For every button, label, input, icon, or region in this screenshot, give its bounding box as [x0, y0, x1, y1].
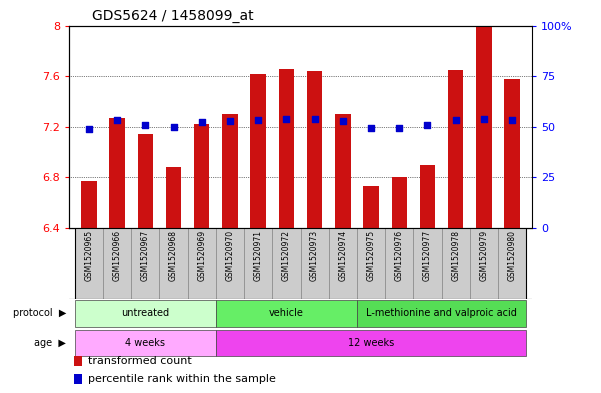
Bar — [363, 186, 379, 228]
Text: GSM1520970: GSM1520970 — [225, 230, 234, 281]
Point — [225, 118, 235, 124]
Text: GSM1520978: GSM1520978 — [451, 230, 460, 281]
Bar — [75, 300, 216, 327]
Bar — [279, 68, 294, 228]
Bar — [81, 181, 97, 228]
Bar — [476, 26, 492, 228]
Bar — [307, 71, 322, 228]
Bar — [391, 177, 407, 228]
Bar — [74, 356, 82, 366]
Point — [366, 125, 376, 131]
Point — [254, 117, 263, 123]
Text: percentile rank within the sample: percentile rank within the sample — [88, 374, 275, 384]
Bar — [357, 228, 385, 299]
Point — [451, 117, 460, 123]
Text: GSM1520968: GSM1520968 — [169, 230, 178, 281]
Text: L-methionine and valproic acid: L-methionine and valproic acid — [366, 309, 517, 318]
Point — [141, 122, 150, 129]
Bar — [329, 228, 357, 299]
Bar — [131, 228, 159, 299]
Point — [84, 126, 94, 132]
Text: transformed count: transformed count — [88, 356, 191, 366]
Bar — [335, 114, 350, 228]
Bar — [194, 124, 210, 228]
Bar — [103, 228, 131, 299]
Point — [479, 116, 489, 122]
Bar — [75, 228, 103, 299]
Bar — [498, 228, 526, 299]
Point — [423, 122, 432, 129]
Bar — [448, 70, 463, 228]
Point — [310, 116, 319, 122]
Text: age  ▶: age ▶ — [34, 338, 66, 348]
Text: 12 weeks: 12 weeks — [348, 338, 394, 348]
Bar — [138, 134, 153, 228]
Text: GSM1520977: GSM1520977 — [423, 230, 432, 281]
Point — [394, 125, 404, 131]
Text: GSM1520969: GSM1520969 — [197, 230, 206, 281]
Point — [112, 117, 122, 123]
Text: GSM1520974: GSM1520974 — [338, 230, 347, 281]
Bar — [75, 330, 216, 356]
Text: GSM1520965: GSM1520965 — [84, 230, 93, 281]
Text: vehicle: vehicle — [269, 309, 304, 318]
Bar — [419, 165, 435, 228]
Point — [338, 118, 347, 124]
Text: protocol  ▶: protocol ▶ — [13, 309, 66, 318]
Bar — [251, 73, 266, 228]
Text: GSM1520980: GSM1520980 — [508, 230, 517, 281]
Bar — [109, 118, 125, 228]
Text: GSM1520975: GSM1520975 — [367, 230, 376, 281]
Bar — [74, 374, 82, 384]
Bar — [442, 228, 470, 299]
Text: 4 weeks: 4 weeks — [125, 338, 165, 348]
Text: GDS5624 / 1458099_at: GDS5624 / 1458099_at — [93, 9, 254, 23]
Text: GSM1520967: GSM1520967 — [141, 230, 150, 281]
Bar — [166, 167, 182, 228]
Text: GSM1520973: GSM1520973 — [310, 230, 319, 281]
Point — [282, 116, 291, 122]
Bar — [216, 300, 357, 327]
Point — [507, 117, 517, 123]
Text: GSM1520971: GSM1520971 — [254, 230, 263, 281]
Point — [169, 124, 178, 130]
Bar — [188, 228, 216, 299]
Text: GSM1520966: GSM1520966 — [112, 230, 121, 281]
Point — [197, 119, 207, 125]
Text: GSM1520972: GSM1520972 — [282, 230, 291, 281]
Text: untreated: untreated — [121, 309, 169, 318]
Bar — [504, 79, 520, 228]
Bar — [244, 228, 272, 299]
Bar — [216, 228, 244, 299]
Bar — [470, 228, 498, 299]
Bar — [222, 114, 238, 228]
Text: GSM1520979: GSM1520979 — [480, 230, 489, 281]
Text: GSM1520976: GSM1520976 — [395, 230, 404, 281]
Bar — [300, 228, 329, 299]
Bar — [357, 300, 526, 327]
Bar — [159, 228, 188, 299]
Bar — [385, 228, 413, 299]
Bar — [413, 228, 442, 299]
Bar — [216, 330, 526, 356]
Bar — [272, 228, 300, 299]
